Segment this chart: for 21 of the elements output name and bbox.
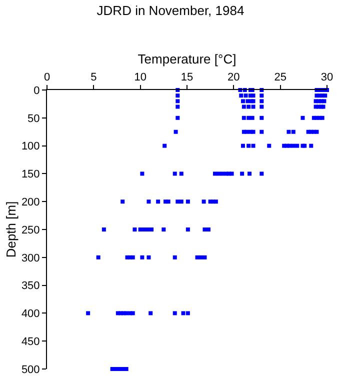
y-tick-label: 200 — [21, 196, 40, 208]
x-tick-label: 5 — [90, 72, 97, 84]
x-tick-label: 10 — [134, 72, 146, 84]
x-tick-label: 25 — [274, 72, 286, 84]
y-axis-title: Depth [m] — [3, 201, 18, 258]
y-tick-label: 500 — [21, 364, 40, 376]
x-tick-label: 20 — [228, 72, 240, 84]
x-tick-label: 0 — [44, 72, 50, 84]
y-tick-label: 350 — [21, 280, 40, 292]
y-tick-label: 450 — [21, 336, 40, 348]
y-tick-label: 100 — [21, 140, 40, 153]
x-axis-title: Temperature [°C] — [138, 52, 236, 67]
y-tick-label: 0 — [34, 84, 40, 97]
y-tick-label: 400 — [21, 308, 40, 320]
x-tick-label: 15 — [180, 72, 194, 84]
y-tick-label: 300 — [21, 252, 40, 264]
y-tick-label: 150 — [21, 168, 40, 181]
x-tick-label: 30 — [320, 72, 334, 84]
y-tick-label: 50 — [28, 112, 40, 125]
y-tick-label: 250 — [21, 224, 40, 236]
chart-title: JDRD in November, 1984 — [96, 2, 244, 18]
